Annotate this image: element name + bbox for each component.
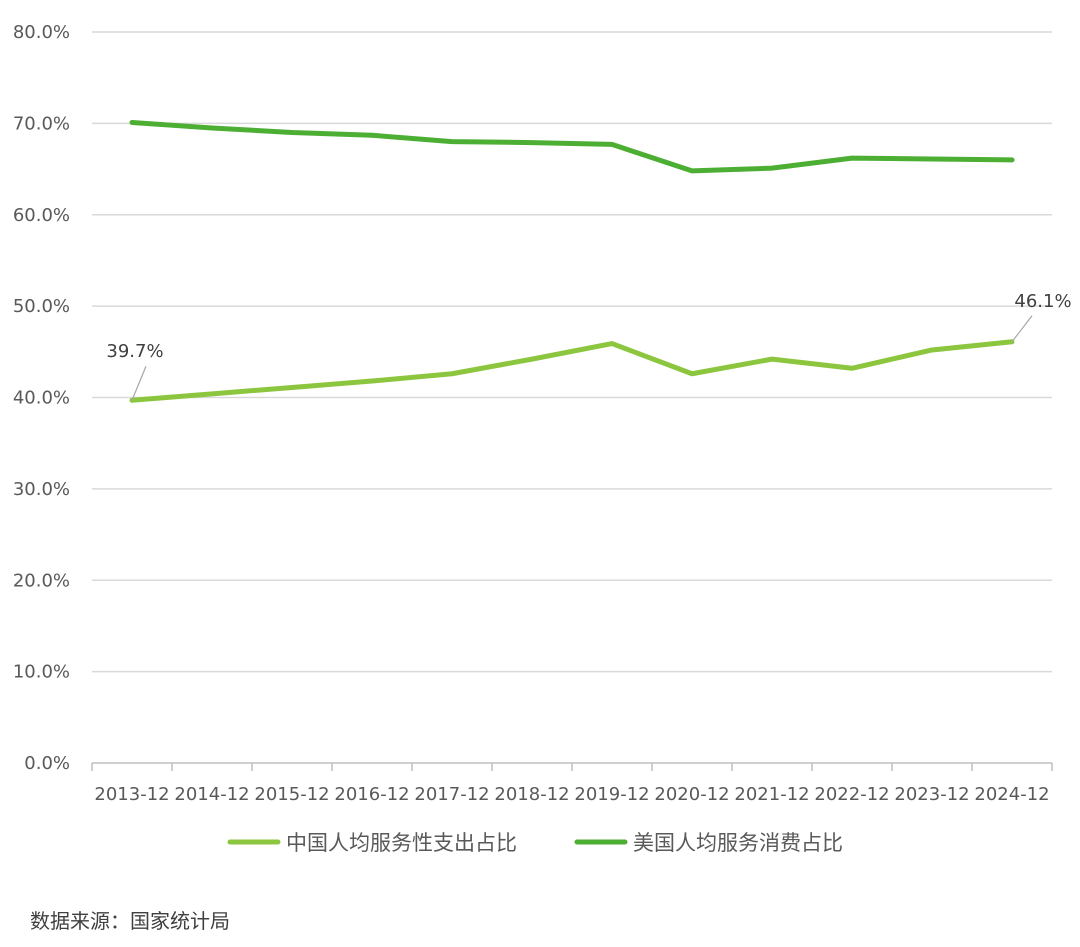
- y-tick-label: 10.0%: [13, 662, 70, 683]
- data-label: 39.7%: [106, 341, 163, 362]
- gridlines: [92, 31, 1052, 673]
- y-axis-ticks: 0.0% 10.0% 20.0% 30.0% 40.0% 50.0% 60.0% 70.0% 8…: [13, 22, 70, 774]
- data-label-leader: [131, 366, 147, 401]
- y-tick-label: 50.0%: [13, 296, 70, 317]
- y-tick-label: 0.0%: [24, 753, 70, 774]
- y-tick-label: 40.0%: [13, 388, 70, 409]
- series-line-0: [129, 339, 1015, 403]
- data-label-leader: [1011, 315, 1033, 343]
- legend: 中国人均服务性支出占比 美国人均服务消费占比: [227, 831, 843, 855]
- legend-label: 美国人均服务消费占比: [633, 831, 843, 855]
- x-tick-label: 2022-12: [814, 784, 889, 805]
- source-note: 数据来源：国家统计局: [30, 909, 230, 933]
- series-lines: [129, 119, 1015, 403]
- x-tick-label: 2021-12: [734, 784, 809, 805]
- y-tick-label: 60.0%: [13, 205, 70, 226]
- legend-label: 中国人均服务性支出占比: [286, 831, 517, 855]
- series-line-1: [129, 119, 1015, 174]
- x-tick-label: 2017-12: [414, 784, 489, 805]
- x-tick-label: 2020-12: [654, 784, 729, 805]
- y-tick-label: 20.0%: [13, 570, 70, 591]
- x-tick-label: 2013-12: [94, 784, 169, 805]
- x-tick-label: 2014-12: [174, 784, 249, 805]
- x-tick-label: 2019-12: [574, 784, 649, 805]
- x-tick-label: 2015-12: [254, 784, 329, 805]
- y-tick-label: 70.0%: [13, 113, 70, 134]
- x-tick-label: 2024-12: [974, 784, 1049, 805]
- data-labels: 39.7% 46.1%: [106, 291, 1072, 401]
- x-axis: 2013-12 2014-12 2015-12 2016-12 2017-12 2018-…: [91, 762, 1053, 805]
- y-tick-label: 30.0%: [13, 479, 70, 500]
- x-tick-label: 2023-12: [894, 784, 969, 805]
- data-label: 46.1%: [1014, 291, 1071, 312]
- line-chart: 0.0% 10.0% 20.0% 30.0% 40.0% 50.0% 60.0% 70.0% 8…: [13, 22, 1072, 855]
- y-tick-label: 80.0%: [13, 22, 70, 43]
- x-tick-label: 2018-12: [494, 784, 569, 805]
- x-tick-label: 2016-12: [334, 784, 409, 805]
